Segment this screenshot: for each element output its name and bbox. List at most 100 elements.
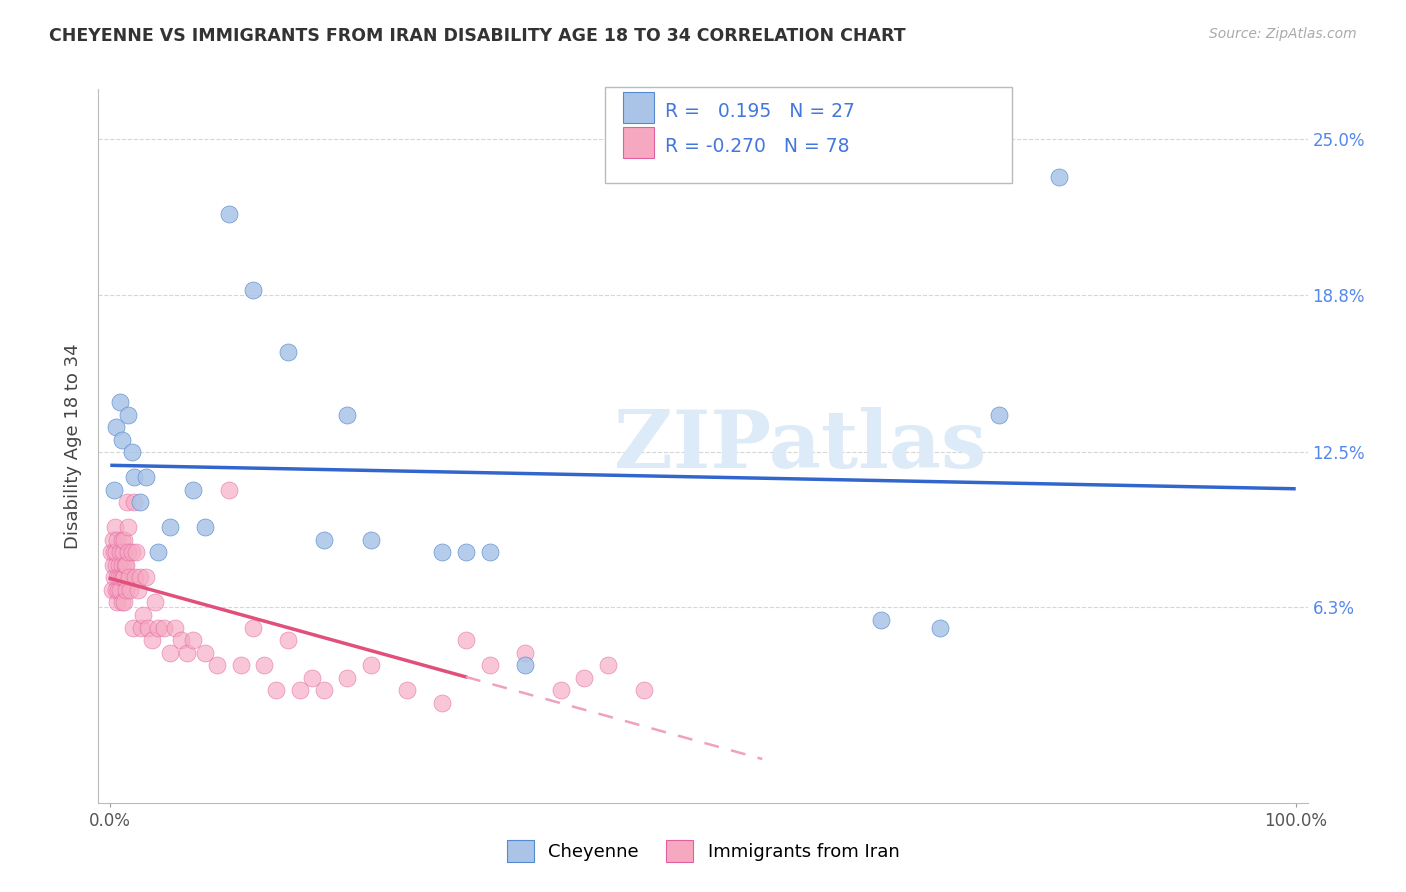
Point <box>114 558 136 572</box>
Point <box>194 646 217 660</box>
Point <box>159 520 181 534</box>
Point <box>1047 169 1070 184</box>
Point <box>127 582 149 597</box>
Point <box>336 671 359 685</box>
Point <box>277 633 299 648</box>
Point <box>114 558 136 572</box>
Point <box>108 395 131 409</box>
Point <box>110 582 132 597</box>
Point <box>111 533 134 547</box>
Point <box>312 683 335 698</box>
Point <box>103 545 125 559</box>
Point <box>432 696 454 710</box>
Point <box>111 433 134 447</box>
Point <box>100 545 122 559</box>
Point <box>121 445 143 459</box>
Point <box>146 545 169 559</box>
Point <box>103 483 125 497</box>
Point <box>103 533 125 547</box>
Point <box>117 408 139 422</box>
Point <box>478 658 501 673</box>
Point <box>135 470 157 484</box>
Point <box>229 658 252 673</box>
Point <box>118 570 141 584</box>
Point <box>454 545 477 559</box>
Point <box>550 683 572 698</box>
Point <box>103 570 125 584</box>
Point <box>360 658 382 673</box>
Point <box>112 595 135 609</box>
Point <box>170 633 193 648</box>
Point <box>432 545 454 559</box>
Legend: Cheyenne, Immigrants from Iran: Cheyenne, Immigrants from Iran <box>506 839 900 862</box>
Point <box>121 545 143 559</box>
Point <box>105 545 128 559</box>
Point <box>108 570 131 584</box>
Point <box>114 533 136 547</box>
Point <box>242 621 264 635</box>
Point <box>181 483 204 497</box>
Point <box>264 683 287 698</box>
Point <box>141 633 163 648</box>
Point <box>120 582 142 597</box>
Point <box>988 408 1011 422</box>
Point <box>115 495 138 509</box>
Point <box>125 545 148 559</box>
Point <box>104 520 127 534</box>
Point <box>633 683 655 698</box>
Point <box>242 283 264 297</box>
Point <box>336 408 359 422</box>
Point <box>110 558 132 572</box>
Point <box>124 570 146 584</box>
Point <box>105 595 128 609</box>
Point <box>181 633 204 648</box>
Point <box>107 558 129 572</box>
Text: CHEYENNE VS IMMIGRANTS FROM IRAN DISABILITY AGE 18 TO 34 CORRELATION CHART: CHEYENNE VS IMMIGRANTS FROM IRAN DISABIL… <box>49 27 905 45</box>
Point <box>101 558 124 572</box>
Y-axis label: Disability Age 18 to 34: Disability Age 18 to 34 <box>65 343 83 549</box>
Point <box>129 570 152 584</box>
Point <box>129 621 152 635</box>
Point <box>869 613 891 627</box>
Point <box>132 607 155 622</box>
Text: Source: ZipAtlas.com: Source: ZipAtlas.com <box>1209 27 1357 41</box>
Point <box>105 570 128 584</box>
Point <box>152 621 174 635</box>
Point <box>194 520 217 534</box>
Point <box>111 570 134 584</box>
Point <box>288 683 311 698</box>
Point <box>105 582 128 597</box>
Point <box>205 658 228 673</box>
Point <box>143 595 166 609</box>
Point <box>136 621 159 635</box>
Point <box>929 621 952 635</box>
Point <box>105 420 128 434</box>
Point <box>129 495 152 509</box>
Point <box>108 545 131 559</box>
Text: ZIPatlas: ZIPatlas <box>613 407 986 485</box>
Point <box>176 646 198 660</box>
Text: R =   0.195   N = 27: R = 0.195 N = 27 <box>665 102 855 121</box>
Point <box>277 345 299 359</box>
Point <box>478 545 501 559</box>
Point <box>218 207 240 221</box>
Point <box>117 520 139 534</box>
Point <box>360 533 382 547</box>
Point <box>111 595 134 609</box>
Point <box>122 495 145 509</box>
Text: R = -0.270   N = 78: R = -0.270 N = 78 <box>665 136 849 156</box>
Point <box>218 483 240 497</box>
Point <box>107 582 129 597</box>
Point <box>112 545 135 559</box>
Point <box>159 646 181 660</box>
Point <box>312 533 335 547</box>
Point <box>574 671 596 685</box>
Point <box>301 671 323 685</box>
Point <box>253 658 276 673</box>
Point <box>395 683 418 698</box>
Point <box>101 582 124 597</box>
Point <box>165 621 187 635</box>
Point <box>122 470 145 484</box>
Point <box>117 545 139 559</box>
Point <box>598 658 620 673</box>
